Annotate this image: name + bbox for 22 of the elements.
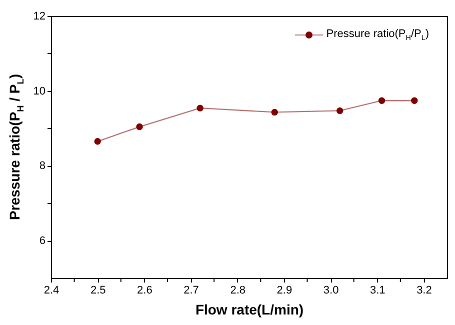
- y-tick-label: 12: [33, 10, 46, 22]
- point: [378, 97, 386, 104]
- x-axis-title: Flow rate(L/min): [195, 302, 304, 318]
- x-tick-label: 2.8: [230, 284, 246, 296]
- x-tick-label: 2.4: [44, 284, 60, 296]
- point: [94, 138, 101, 145]
- point: [411, 97, 418, 104]
- x-tick-label: 2.5: [90, 284, 106, 296]
- point: [196, 104, 204, 112]
- x-tick-label: 2.6: [137, 284, 152, 296]
- y-tick-label: 10: [33, 85, 46, 98]
- text: 3.0: [323, 284, 339, 296]
- y-tick-label: 8: [39, 160, 46, 172]
- legend-label: Pressure ratio(P$_{H}$/P$_{L}$): [326, 28, 429, 42]
- y-tick-label: 6: [39, 235, 46, 248]
- x-tick-label: 2.9: [276, 284, 292, 296]
- point: [136, 123, 143, 130]
- x-tick-label: 2.7: [184, 284, 199, 296]
- point: [336, 107, 344, 114]
- x-tick-label: 3.1: [370, 284, 386, 296]
- point: [271, 108, 278, 116]
- x-tick-label: 3.2: [416, 284, 432, 296]
